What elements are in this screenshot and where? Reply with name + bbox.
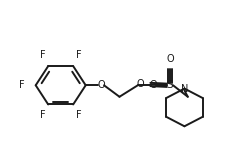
Text: F: F (40, 110, 45, 120)
Text: F: F (40, 50, 45, 60)
Text: S: S (167, 80, 173, 90)
Text: O: O (149, 80, 157, 90)
Text: F: F (76, 110, 82, 120)
Text: O: O (136, 80, 144, 89)
Text: F: F (76, 50, 82, 60)
Text: O: O (97, 80, 105, 90)
Text: F: F (19, 80, 24, 90)
Text: O: O (166, 54, 174, 64)
Text: N: N (181, 84, 188, 93)
